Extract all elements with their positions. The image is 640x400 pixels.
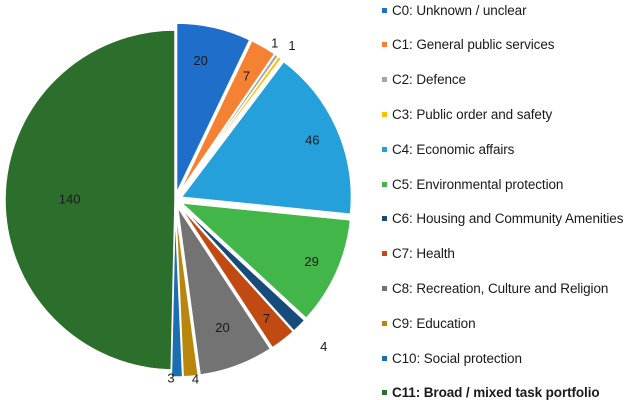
legend-swatch	[382, 320, 387, 326]
legend-swatch	[382, 111, 387, 117]
pie-slice-c6	[179, 204, 306, 333]
legend-label: C4: Economic affairs	[392, 141, 515, 157]
legend-swatch	[382, 390, 387, 396]
data-label-c0: 20	[193, 53, 207, 68]
legend-item-c8: C8: Recreation, Culture and Religion	[382, 278, 608, 298]
legend-item-c4: C4: Economic affairs	[382, 139, 514, 159]
pie-slice-c5	[179, 201, 352, 320]
legend-swatch	[382, 42, 387, 48]
data-label-c8: 20	[215, 320, 229, 335]
pie-slice-c3	[178, 55, 283, 195]
legend-label: C5: Environmental protection	[392, 176, 564, 192]
legend-swatch	[382, 285, 387, 291]
legend-item-c11: C11: Broad / mixed task portfolio	[382, 383, 600, 400]
pie-slice-c7	[178, 205, 295, 349]
legend-swatch	[382, 216, 387, 222]
legend-item-c0: C0: Unknown / unclear	[382, 0, 527, 20]
legend-item-c5: C5: Environmental protection	[382, 174, 563, 194]
legend-label: C1: General public services	[392, 37, 555, 53]
data-label-c5: 29	[304, 254, 318, 269]
data-label-c6: 4	[320, 339, 327, 354]
legend-label: C6: Housing and Community Amenities	[392, 211, 624, 227]
data-label-c4: 46	[305, 133, 319, 148]
data-label-c9: 4	[192, 371, 199, 386]
legend-label: C3: Public order and safety	[392, 106, 553, 122]
data-label-c2: 1	[271, 35, 278, 50]
data-label-c11: 140	[59, 191, 81, 206]
legend-item-c2: C2: Defence	[382, 70, 466, 90]
legend-item-c9: C9: Education	[382, 313, 476, 333]
legend-item-c10: C10: Social protection	[382, 348, 522, 368]
legend-swatch	[382, 77, 387, 83]
legend-swatch	[382, 7, 387, 13]
legend-label: C7: Health	[392, 246, 455, 262]
legend-label: C8: Recreation, Culture and Religion	[392, 280, 609, 296]
pie-slice-c4	[180, 60, 353, 216]
chart-legend: C0: Unknown / unclear C1: General public …	[382, 0, 640, 400]
legend-swatch	[382, 181, 387, 187]
pie-chart: 20 7 1 1 46 29 4 7 20 4 3 140	[4, 22, 353, 386]
legend-item-c3: C3: Public order and safety	[382, 104, 552, 124]
data-label-c10: 3	[167, 370, 174, 385]
pie-slice-c0	[175, 22, 251, 194]
data-label-c7: 7	[263, 311, 270, 326]
legend-swatch	[382, 251, 387, 257]
legend-swatch	[382, 355, 387, 361]
legend-label: C11: Broad / mixed task portfolio	[392, 385, 600, 400]
legend-item-c1: C1: General public services	[382, 35, 554, 55]
legend-item-c7: C7: Health	[382, 244, 455, 264]
legend-item-c6: C6: Housing and Community Amenities	[382, 209, 623, 229]
data-label-c3: 1	[288, 38, 295, 53]
pie-slice-c11	[4, 29, 176, 371]
legend-swatch	[382, 146, 387, 152]
legend-label: C9: Education	[392, 315, 476, 331]
legend-label: C0: Unknown / unclear	[392, 2, 527, 18]
data-label-c1: 7	[243, 69, 250, 84]
pie-slice-c8	[176, 206, 272, 376]
legend-label: C10: Social protection	[392, 350, 522, 366]
legend-label: C2: Defence	[392, 72, 466, 88]
